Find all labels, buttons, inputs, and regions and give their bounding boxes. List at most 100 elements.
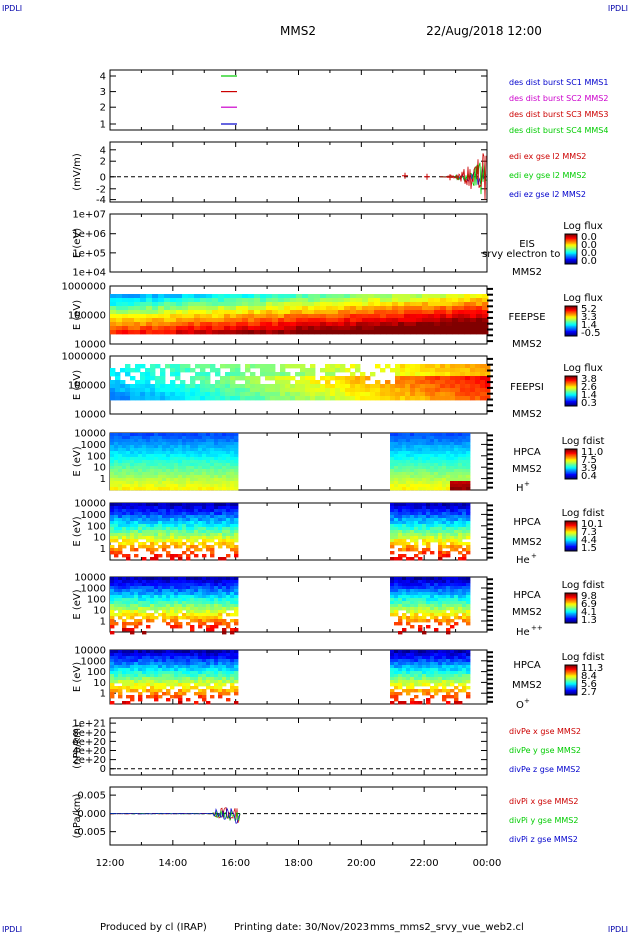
spectrogram-cell [198,586,203,590]
spectrogram-cell [410,533,415,537]
spectrogram-cell [290,392,296,397]
spectrogram-cell [430,478,435,482]
spectrogram-cell [110,314,117,319]
spectrogram-cell [450,515,455,519]
spectrogram-cell [110,677,115,681]
spectrogram-cell [140,388,146,393]
spectrogram-cell [314,294,321,299]
spectrogram-cell [386,330,393,335]
spectrogram-cell [402,545,407,549]
spectrogram-cell [402,481,407,485]
spectrogram-cell [480,368,486,373]
spectrogram-cell [178,625,183,629]
spectrogram-cell [110,380,116,385]
spectrogram-cell [182,436,187,440]
spectrogram-cell [198,577,203,581]
spectrogram-cell [404,310,411,315]
spectrogram-cell [245,396,251,401]
spectrogram-cell [122,656,127,660]
spectrogram-cell [162,469,167,473]
spectrogram-cell [410,330,417,335]
spectrogram-cell [475,392,481,397]
spectrogram-cell [390,392,396,397]
spectrogram-cell [154,554,159,558]
spectrogram-cell [134,442,139,446]
spectrogram-cell [150,521,155,525]
spectrogram-cell [462,503,467,507]
spectrogram-cell [162,466,167,470]
spectrogram-cell [190,613,195,617]
spectrogram-cell [194,442,199,446]
spectrogram-cell [458,448,463,452]
spectrogram-cell [194,515,199,519]
spectrogram-cell [314,306,321,311]
spectrogram-cell [360,376,366,381]
spectrogram-cell [166,478,171,482]
spectrogram-cell [430,512,435,516]
spectrogram-cell [394,695,399,699]
spectrogram-cell [154,557,159,561]
spectrogram-cell [130,680,135,684]
spectrogram-cell [466,622,471,626]
spectrogram-cell [134,548,139,552]
spectrogram-cell [390,457,395,461]
spectrogram-cell [458,314,465,319]
spectrogram-cell [170,610,175,614]
spectrogram-cell [450,503,455,507]
spectrogram-cell [174,451,179,455]
spectrogram-cell [278,310,285,315]
colorbar-cell [565,526,577,528]
spectrogram-cell [130,460,135,464]
spectrogram-cell [458,469,463,473]
spectrogram-cell [154,475,159,479]
spectrogram-cell [178,607,183,611]
spectrogram-cell [178,695,183,699]
spectrogram-cell [410,487,415,491]
spectrogram-cell [206,604,211,608]
spectrogram-cell [134,577,139,581]
spectrogram-cell [128,298,135,303]
spectrogram-cell [206,680,211,684]
spectrogram-cell [458,306,465,311]
spectrogram-cell [458,542,463,546]
spectrogram-cell [195,372,201,377]
spectrogram-cell [194,521,199,525]
spectrogram-cell [290,326,297,331]
spectrogram-cell [110,436,115,440]
spectrogram-cell [305,372,311,377]
spectrogram-cell [450,530,455,534]
spectrogram-cell [450,376,456,381]
spectrogram-cell [126,695,131,699]
spectrogram-cell [422,589,427,593]
colorbar-cell [565,307,577,309]
spectrogram-cell [226,439,231,443]
spectrogram-cell [158,310,165,315]
spectrogram-cell [390,536,395,540]
spectrogram-cell [164,314,171,319]
spectrogram-cell [458,478,463,482]
spectrogram-cell [188,294,195,299]
spectrogram-cell [462,530,467,534]
spectrogram-cell [450,598,455,602]
spectrogram-cell [450,613,455,617]
spectrogram-cell [390,396,396,401]
spectrogram-cell [114,659,119,663]
spectrogram-cell [425,384,431,389]
spectrogram-cell [162,586,167,590]
spectrogram-cell [402,439,407,443]
spectrogram-cell [146,674,151,678]
spectrogram-cell [300,380,306,385]
spectrogram-cell [470,314,477,319]
spectrogram-cell [134,653,139,657]
spectrogram-cell [398,674,403,678]
spectrogram-cell [222,530,227,534]
spectrogram-cell [355,368,361,373]
spectrogram-cell [190,583,195,587]
colorbar-cell [565,322,577,324]
spectrogram-cell [410,388,416,393]
spectrogram-cell [142,515,147,519]
spectrogram-cell [422,475,427,479]
spectrogram-cell [230,595,235,599]
spectrogram-cell [190,668,195,672]
spectrogram-cell [426,583,431,587]
